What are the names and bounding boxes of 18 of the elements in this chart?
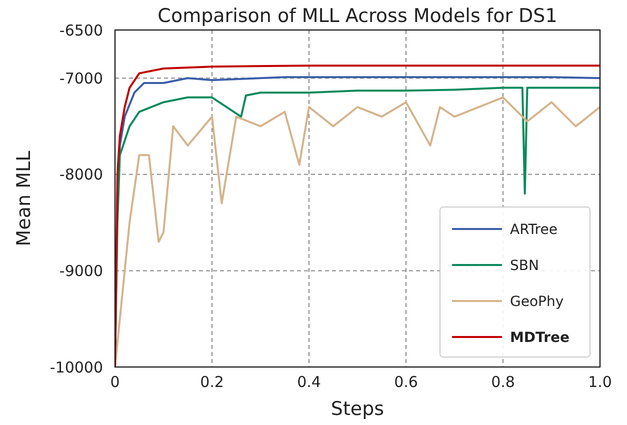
x-tick-label: 0.8 <box>491 373 515 391</box>
x-axis-title: Steps <box>330 398 384 420</box>
legend-label: SBN <box>510 258 539 274</box>
y-tick-label: -10000 <box>50 358 103 376</box>
y-tick-label: -8000 <box>59 166 103 184</box>
y-tick-label: -9000 <box>59 262 103 280</box>
x-tick-label: 0.4 <box>297 373 321 391</box>
legend-label: MDTree <box>510 330 570 346</box>
legend-label: GeoPhy <box>510 294 564 310</box>
x-tick-label: 1.0 <box>588 373 612 391</box>
x-tick-label: 0.6 <box>394 373 418 391</box>
y-tick-label: -6500 <box>59 21 103 40</box>
chart-title: Comparison of MLL Across Models for DS1 <box>158 5 558 27</box>
legend-label: ARTree <box>510 222 558 238</box>
x-tick-label: 0 <box>110 373 120 391</box>
x-tick-label: 0.2 <box>200 373 224 391</box>
y-axis-title: Mean MLL <box>13 150 35 246</box>
y-tick-label: -7000 <box>59 69 103 88</box>
